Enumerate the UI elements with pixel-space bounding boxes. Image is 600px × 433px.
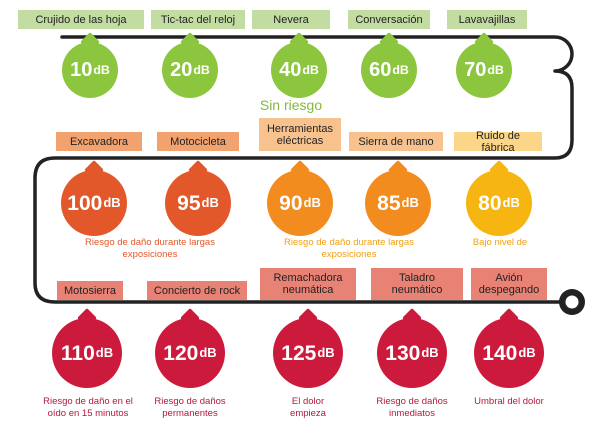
risk-caption: Riesgo de daños permanentes	[154, 396, 226, 419]
decibel-unit: dB	[103, 195, 121, 211]
risk-caption: Bajo nivel de	[472, 237, 528, 248]
decibel-unit: dB	[201, 195, 219, 211]
source-label: Motosierra	[57, 281, 123, 300]
decibel-unit: dB	[317, 345, 335, 361]
source-label: Tic-tac del reloj	[151, 10, 245, 29]
decibel-value: 40	[279, 59, 302, 81]
risk-caption: Riesgo de daños inmediatos	[376, 396, 448, 419]
decibel-unit: dB	[518, 345, 536, 361]
decibel-value: 60	[369, 59, 392, 81]
source-label: Sierra de mano	[349, 132, 443, 151]
source-label: Taladro neumático	[371, 268, 463, 300]
risk-caption: Riesgo de daño durante largas exposicion…	[284, 237, 414, 260]
source-label: Conversación	[348, 10, 430, 29]
decibel-drop: 40 dB	[271, 42, 327, 98]
decibel-drop: 10 dB	[62, 42, 118, 98]
decibel-unit: dB	[392, 62, 409, 77]
source-label: Concierto de rock	[147, 281, 247, 300]
source-label: Ruido de fábrica	[454, 130, 542, 154]
decibel-unit: dB	[401, 195, 419, 211]
source-label: Lavavajillas	[447, 10, 527, 29]
decibel-value: 100	[67, 191, 103, 215]
source-label: Excavadora	[56, 132, 142, 151]
decibel-drop: 125 dB	[273, 318, 343, 388]
decibel-unit: dB	[302, 62, 319, 77]
source-label: Remachadora neumática	[260, 268, 356, 300]
decibel-drop: 80 dB	[466, 170, 532, 236]
decibel-value: 85	[377, 191, 401, 215]
decibel-drop: 20 dB	[162, 42, 218, 98]
source-label: Avión despegando	[471, 268, 547, 300]
decibel-unit: dB	[421, 345, 439, 361]
decibel-value: 10	[70, 59, 93, 81]
decibel-drop: 130 dB	[377, 318, 447, 388]
source-label: Crujido de las hoja	[18, 10, 144, 29]
decibel-drop: 120 dB	[155, 318, 225, 388]
decibel-drop: 70 dB	[456, 42, 512, 98]
decibel-value: 125	[281, 341, 317, 365]
source-label: Herramientas eléctricas	[259, 118, 341, 151]
decibel-value: 80	[478, 191, 502, 215]
decibel-unit: dB	[502, 195, 520, 211]
decibel-value: 70	[464, 59, 487, 81]
decibel-drop: 100 dB	[61, 170, 127, 236]
decibel-drop: 85 dB	[365, 170, 431, 236]
decibel-value: 130	[385, 341, 421, 365]
decibel-drop: 140 dB	[474, 318, 544, 388]
source-label: Nevera	[252, 10, 330, 29]
decibel-value: 110	[60, 341, 95, 365]
decibel-value: 20	[170, 59, 193, 81]
decibel-unit: dB	[303, 195, 321, 211]
decibel-unit: dB	[93, 62, 110, 77]
decibel-drop: 95 dB	[165, 170, 231, 236]
decibel-value: 90	[279, 191, 303, 215]
risk-caption: Umbral del dolor	[474, 396, 544, 407]
decibel-unit: dB	[199, 345, 217, 361]
decibel-value: 120	[163, 341, 199, 365]
decibel-unit: dB	[193, 62, 210, 77]
risk-caption: El dolor empieza	[290, 396, 326, 419]
source-label: Motocicleta	[157, 132, 239, 151]
decibel-unit: dB	[95, 345, 114, 361]
decibel-unit: dB	[487, 62, 504, 77]
zone-title-safe: Sin riesgo	[259, 97, 323, 113]
decibel-drop: 110 dB	[52, 318, 122, 388]
scale-track-line	[33, 35, 574, 304]
decibel-value: 140	[482, 341, 518, 365]
risk-caption: Riesgo de daño en el oído en 15 minutos	[43, 396, 133, 419]
decibel-drop: 60 dB	[361, 42, 417, 98]
decibel-value: 95	[177, 191, 201, 215]
track-end-marker-center	[565, 295, 579, 309]
risk-caption: Riesgo de daño durante largas exposicion…	[85, 237, 215, 260]
decibel-drop: 90 dB	[267, 170, 333, 236]
